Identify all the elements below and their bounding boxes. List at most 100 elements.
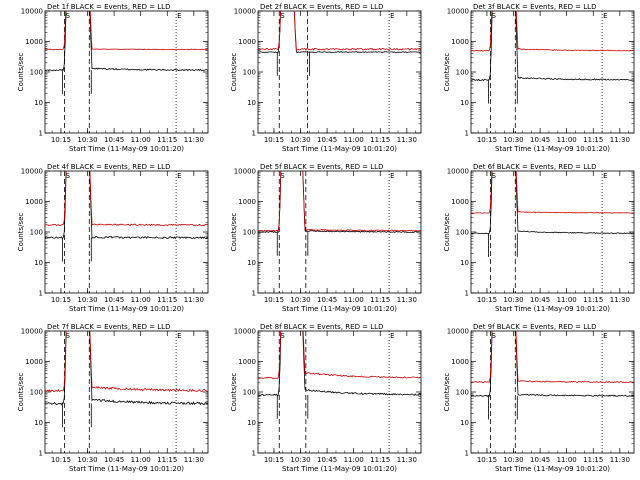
panel-det-7: Det 7f BLACK = Events, RED = LLD 1 10 100 10…	[17, 323, 209, 473]
x-axis-label: Start Time (11-May-09 10:01:20)	[69, 305, 184, 313]
y-tick-label: 10	[460, 419, 469, 427]
x-tick-label: 10:45	[530, 136, 550, 144]
series-lld-line	[258, 11, 421, 51]
x-tick-label: 11:30	[397, 456, 417, 464]
series-events-line	[471, 331, 634, 398]
x-axis-label: Start Time (11-May-09 10:01:20)	[495, 145, 610, 153]
plot-frame	[257, 10, 422, 134]
y-tick-label: 1000	[25, 358, 43, 366]
panel-title: Det 4f BLACK = Events, RED = LLD	[47, 163, 170, 171]
y-tick-label: 100	[456, 69, 469, 77]
series-lld-line	[258, 331, 421, 379]
time-marker-label: S	[65, 332, 70, 340]
panel-title: Det 5f BLACK = Events, RED = LLD	[260, 163, 383, 171]
x-axis-label: Start Time (11-May-09 10:01:20)	[69, 465, 184, 473]
panel-det-3: Det 3f BLACK = Events, RED = LLD 1 10 100 10…	[443, 3, 635, 153]
x-tick-label: 11:00	[131, 296, 151, 304]
time-marker-label: E	[177, 12, 181, 20]
time-marker-label: E	[177, 332, 181, 340]
x-tick-label: 10:45	[104, 136, 124, 144]
y-tick-label: 10	[34, 99, 43, 107]
y-tick-label: 10	[34, 259, 43, 267]
x-tick-label: 11:15	[583, 296, 603, 304]
x-tick-label: 11:30	[397, 296, 417, 304]
y-axis-label: Counts/sec	[17, 373, 25, 412]
y-axis-label: Counts/sec	[17, 213, 25, 252]
x-tick-label: 10:15	[51, 136, 71, 144]
series-events-line	[45, 11, 208, 72]
panel-title: Det 7f BLACK = Events, RED = LLD	[47, 323, 170, 331]
y-tick-label: 1000	[451, 38, 469, 46]
panel-title: Det 1f BLACK = Events, RED = LLD	[47, 3, 170, 11]
x-tick-label: 11:30	[184, 296, 204, 304]
y-tick-label: 1000	[238, 358, 256, 366]
x-axis-label: Start Time (11-May-09 10:01:20)	[495, 465, 610, 473]
panel-det-2: Det 2f BLACK = Events, RED = LLD 1 10 100 10…	[230, 3, 422, 153]
time-marker-label: E	[390, 172, 394, 180]
y-axis-label: Counts/sec	[230, 53, 238, 92]
time-marker-label: E	[390, 12, 394, 20]
y-tick-label: 1	[252, 450, 256, 458]
y-tick-label: 10000	[447, 168, 469, 176]
x-tick-label: 10:15	[264, 296, 284, 304]
plot-frame	[44, 330, 209, 454]
time-marker-label: S	[280, 332, 285, 340]
x-tick-label: 10:30	[77, 456, 97, 464]
series-events-line	[471, 11, 634, 82]
x-tick-label: 11:00	[131, 456, 151, 464]
y-tick-label: 10	[247, 419, 256, 427]
x-tick-label: 11:15	[157, 136, 177, 144]
y-axis-label: Counts/sec	[443, 373, 451, 412]
panel-title: Det 3f BLACK = Events, RED = LLD	[473, 3, 596, 11]
x-tick-label: 11:30	[184, 136, 204, 144]
x-tick-label: 10:30	[503, 456, 523, 464]
x-tick-label: 11:00	[557, 296, 577, 304]
y-tick-label: 1000	[238, 198, 256, 206]
x-tick-label: 11:15	[583, 136, 603, 144]
x-tick-label: 10:45	[530, 296, 550, 304]
x-tick-label: 10:15	[477, 296, 497, 304]
time-marker-label: E	[603, 12, 607, 20]
y-tick-label: 10000	[21, 8, 43, 16]
x-tick-label: 11:00	[557, 456, 577, 464]
x-tick-label: 10:45	[317, 136, 337, 144]
y-tick-label: 1	[465, 130, 469, 138]
x-tick-label: 11:00	[344, 136, 364, 144]
series-events-line	[45, 331, 208, 406]
x-tick-label: 10:45	[317, 456, 337, 464]
series-lld-line	[258, 171, 421, 232]
panel-det-4: Det 4f BLACK = Events, RED = LLD 1 10 100 10…	[17, 163, 209, 313]
x-tick-label: 10:30	[290, 456, 310, 464]
series-lld-line	[471, 331, 634, 384]
x-tick-label: 10:15	[51, 456, 71, 464]
time-marker-label: S	[280, 12, 285, 20]
y-tick-label: 10	[460, 99, 469, 107]
plot-frame	[44, 170, 209, 294]
time-marker-label: E	[603, 172, 607, 180]
y-tick-label: 100	[456, 229, 469, 237]
x-axis-label: Start Time (11-May-09 10:01:20)	[69, 145, 184, 153]
plot-frame	[257, 330, 422, 454]
x-tick-label: 10:45	[530, 456, 550, 464]
x-tick-label: 11:15	[157, 296, 177, 304]
y-tick-label: 10000	[234, 328, 256, 336]
series-events-line	[258, 331, 421, 397]
x-tick-label: 11:00	[131, 136, 151, 144]
y-tick-label: 10	[34, 419, 43, 427]
y-axis-label: Counts/sec	[230, 213, 238, 252]
series-events-line	[258, 11, 421, 53]
panel-det-5: Det 5f BLACK = Events, RED = LLD 1 10 100 10…	[230, 163, 422, 313]
y-tick-label: 1000	[238, 38, 256, 46]
x-axis-label: Start Time (11-May-09 10:01:20)	[282, 305, 397, 313]
y-tick-label: 100	[30, 389, 43, 397]
panel-title: Det 8f BLACK = Events, RED = LLD	[260, 323, 383, 331]
y-tick-label: 10000	[21, 168, 43, 176]
y-tick-label: 1	[465, 290, 469, 298]
x-tick-label: 11:00	[344, 296, 364, 304]
time-marker-label: E	[390, 332, 394, 340]
y-tick-label: 10	[247, 99, 256, 107]
plot-frame	[470, 10, 635, 134]
y-tick-label: 100	[456, 389, 469, 397]
x-tick-label: 10:15	[477, 136, 497, 144]
